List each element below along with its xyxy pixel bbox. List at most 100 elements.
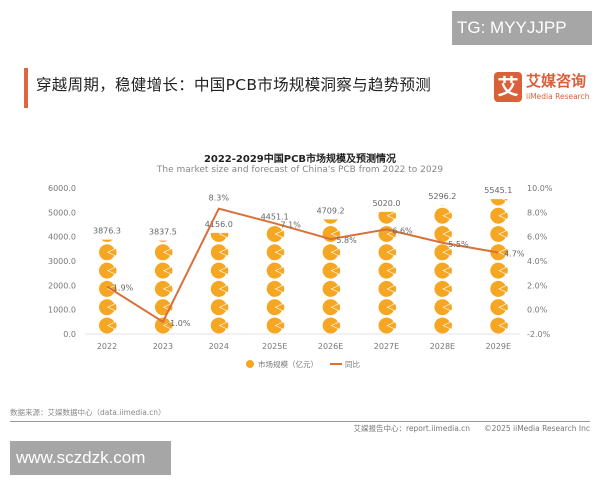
x-tick: 2024 — [209, 342, 229, 351]
watermark-bottom: www.sczdzk.com — [10, 441, 171, 475]
line-label: 8.3% — [209, 194, 230, 203]
x-tick: 2022 — [97, 342, 117, 351]
x-tick: 2028E — [430, 342, 455, 351]
logo-cn: 艾媒咨询 — [526, 72, 587, 90]
legend-bar-icon — [246, 360, 254, 368]
line-label: 5.8% — [336, 236, 357, 245]
page-title: 穿越周期，稳健增长：中国PCB市场规模洞察与趋势预测 — [36, 76, 432, 94]
bar-2029E — [490, 199, 508, 334]
y-left-tick: 5000.0 — [48, 208, 76, 217]
chart-title: 2022-2029中国PCB市场规模及预测情况 — [203, 154, 397, 165]
bar-icon — [490, 262, 508, 279]
bar-label: 4709.2 — [317, 206, 345, 215]
footer-report: 艾媒报告中心：report.iimedia.cn — [353, 424, 471, 433]
bar-icon — [210, 299, 229, 316]
logo-mark: 艾 — [494, 72, 522, 102]
line-label: 1.9% — [113, 284, 134, 293]
bar-label: 5545.1 — [484, 186, 512, 195]
data-source: 数据来源：艾媒数据中心（data.iimedia.cn） — [10, 408, 166, 417]
bar-icon — [154, 262, 173, 279]
bar-icon — [322, 299, 341, 316]
bar-icon — [490, 280, 508, 297]
bar-icon — [99, 299, 117, 316]
chart-subtitle: The market size and forecast of China's … — [156, 165, 444, 175]
line-label: 5.5% — [448, 240, 469, 249]
bar-icon — [99, 262, 117, 279]
y-right-tick: -2.0% — [527, 330, 551, 339]
bar-label: 5020.0 — [373, 199, 401, 208]
y-right-tick: 2.0% — [527, 281, 548, 290]
bar-icon — [490, 199, 508, 206]
bar-icon — [322, 317, 341, 334]
bar-icon — [210, 280, 229, 297]
bar-icon — [378, 299, 396, 316]
x-tick: 2027E — [374, 342, 399, 351]
bar-icon — [322, 244, 341, 261]
bar-2026E — [322, 219, 341, 334]
bar-icon — [434, 244, 452, 261]
y-left-tick: 6000.0 — [48, 184, 76, 193]
bar-icon — [434, 226, 452, 242]
y-right-tick: 4.0% — [527, 257, 548, 266]
bar-icon — [266, 262, 285, 279]
growth-line — [106, 207, 499, 324]
y-left-tick: 1000.0 — [48, 306, 76, 315]
bar-icon — [266, 226, 285, 242]
bar-icon — [434, 317, 452, 334]
bar-label: 5296.2 — [428, 192, 456, 201]
x-tick: 2025E — [262, 342, 287, 351]
bar-icon — [158, 240, 168, 242]
legend-line-label: 同比 — [345, 359, 360, 369]
bar-icon — [490, 317, 508, 334]
logo-en: iiMedia Research — [526, 92, 590, 101]
y-right-tick: 8.0% — [527, 208, 548, 217]
bar-icon — [101, 239, 113, 242]
bar-icon — [210, 262, 229, 279]
y-right-tick: 0.0% — [527, 306, 548, 315]
chart: 0.0 1000.0 2000.0 3000.0 4000.0 5000.0 6000.0 -… — [48, 184, 553, 369]
bar-icon — [322, 262, 341, 279]
bar-label: 4451.1 — [261, 213, 289, 222]
bar-2024 — [210, 232, 229, 334]
bar-icon — [378, 211, 396, 224]
bar-icon — [210, 317, 229, 334]
bar-icon — [490, 207, 508, 224]
bar-icon — [434, 262, 452, 279]
line-label: 7.1% — [281, 220, 302, 229]
legend-bar-label: 市场规模（亿元） — [258, 359, 318, 369]
bar-icon — [266, 317, 285, 334]
y-right-tick: 6.0% — [527, 233, 548, 242]
y-right-tick: 10.0% — [527, 184, 553, 193]
bar-icon — [266, 299, 285, 316]
bar-label: 3837.5 — [149, 228, 177, 237]
bar-icon — [378, 317, 396, 334]
footer: 艾媒报告中心：report.iimedia.cn ©2025 iiMedia Re… — [339, 423, 590, 434]
bar-icon — [154, 280, 173, 297]
heading-accent-bar — [24, 68, 28, 108]
watermark-top: TG: MYYJJPP — [452, 11, 592, 45]
bar-2027E — [378, 211, 396, 334]
bar-icon — [210, 232, 229, 242]
bar-2028E — [434, 205, 452, 334]
x-tick: 2029E — [486, 342, 511, 351]
bar-icon — [434, 299, 452, 316]
y-left-tick: 3000.0 — [48, 257, 76, 266]
bar-icon — [440, 205, 445, 206]
bar-icon — [266, 244, 285, 261]
footer-copyright: ©2025 iiMedia Research Inc — [484, 424, 590, 433]
y-left-tick: 0.0 — [63, 330, 76, 339]
bar-label: 4156.0 — [205, 220, 233, 229]
y-left-tick: 2000.0 — [48, 281, 76, 290]
bar-2025E — [266, 226, 285, 334]
line-label: 6.6% — [392, 226, 413, 235]
bar-icon — [154, 244, 173, 261]
bar-icon — [434, 280, 452, 297]
bar-icon — [490, 226, 508, 242]
bar-icon — [378, 244, 396, 261]
bar-icon — [98, 244, 117, 261]
bar-icon — [378, 280, 396, 297]
bar-icon — [210, 244, 229, 261]
logo: 艾 艾媒咨询 iiMedia Research — [494, 70, 590, 106]
bar-icon — [434, 207, 452, 224]
bar-icon — [266, 280, 285, 297]
